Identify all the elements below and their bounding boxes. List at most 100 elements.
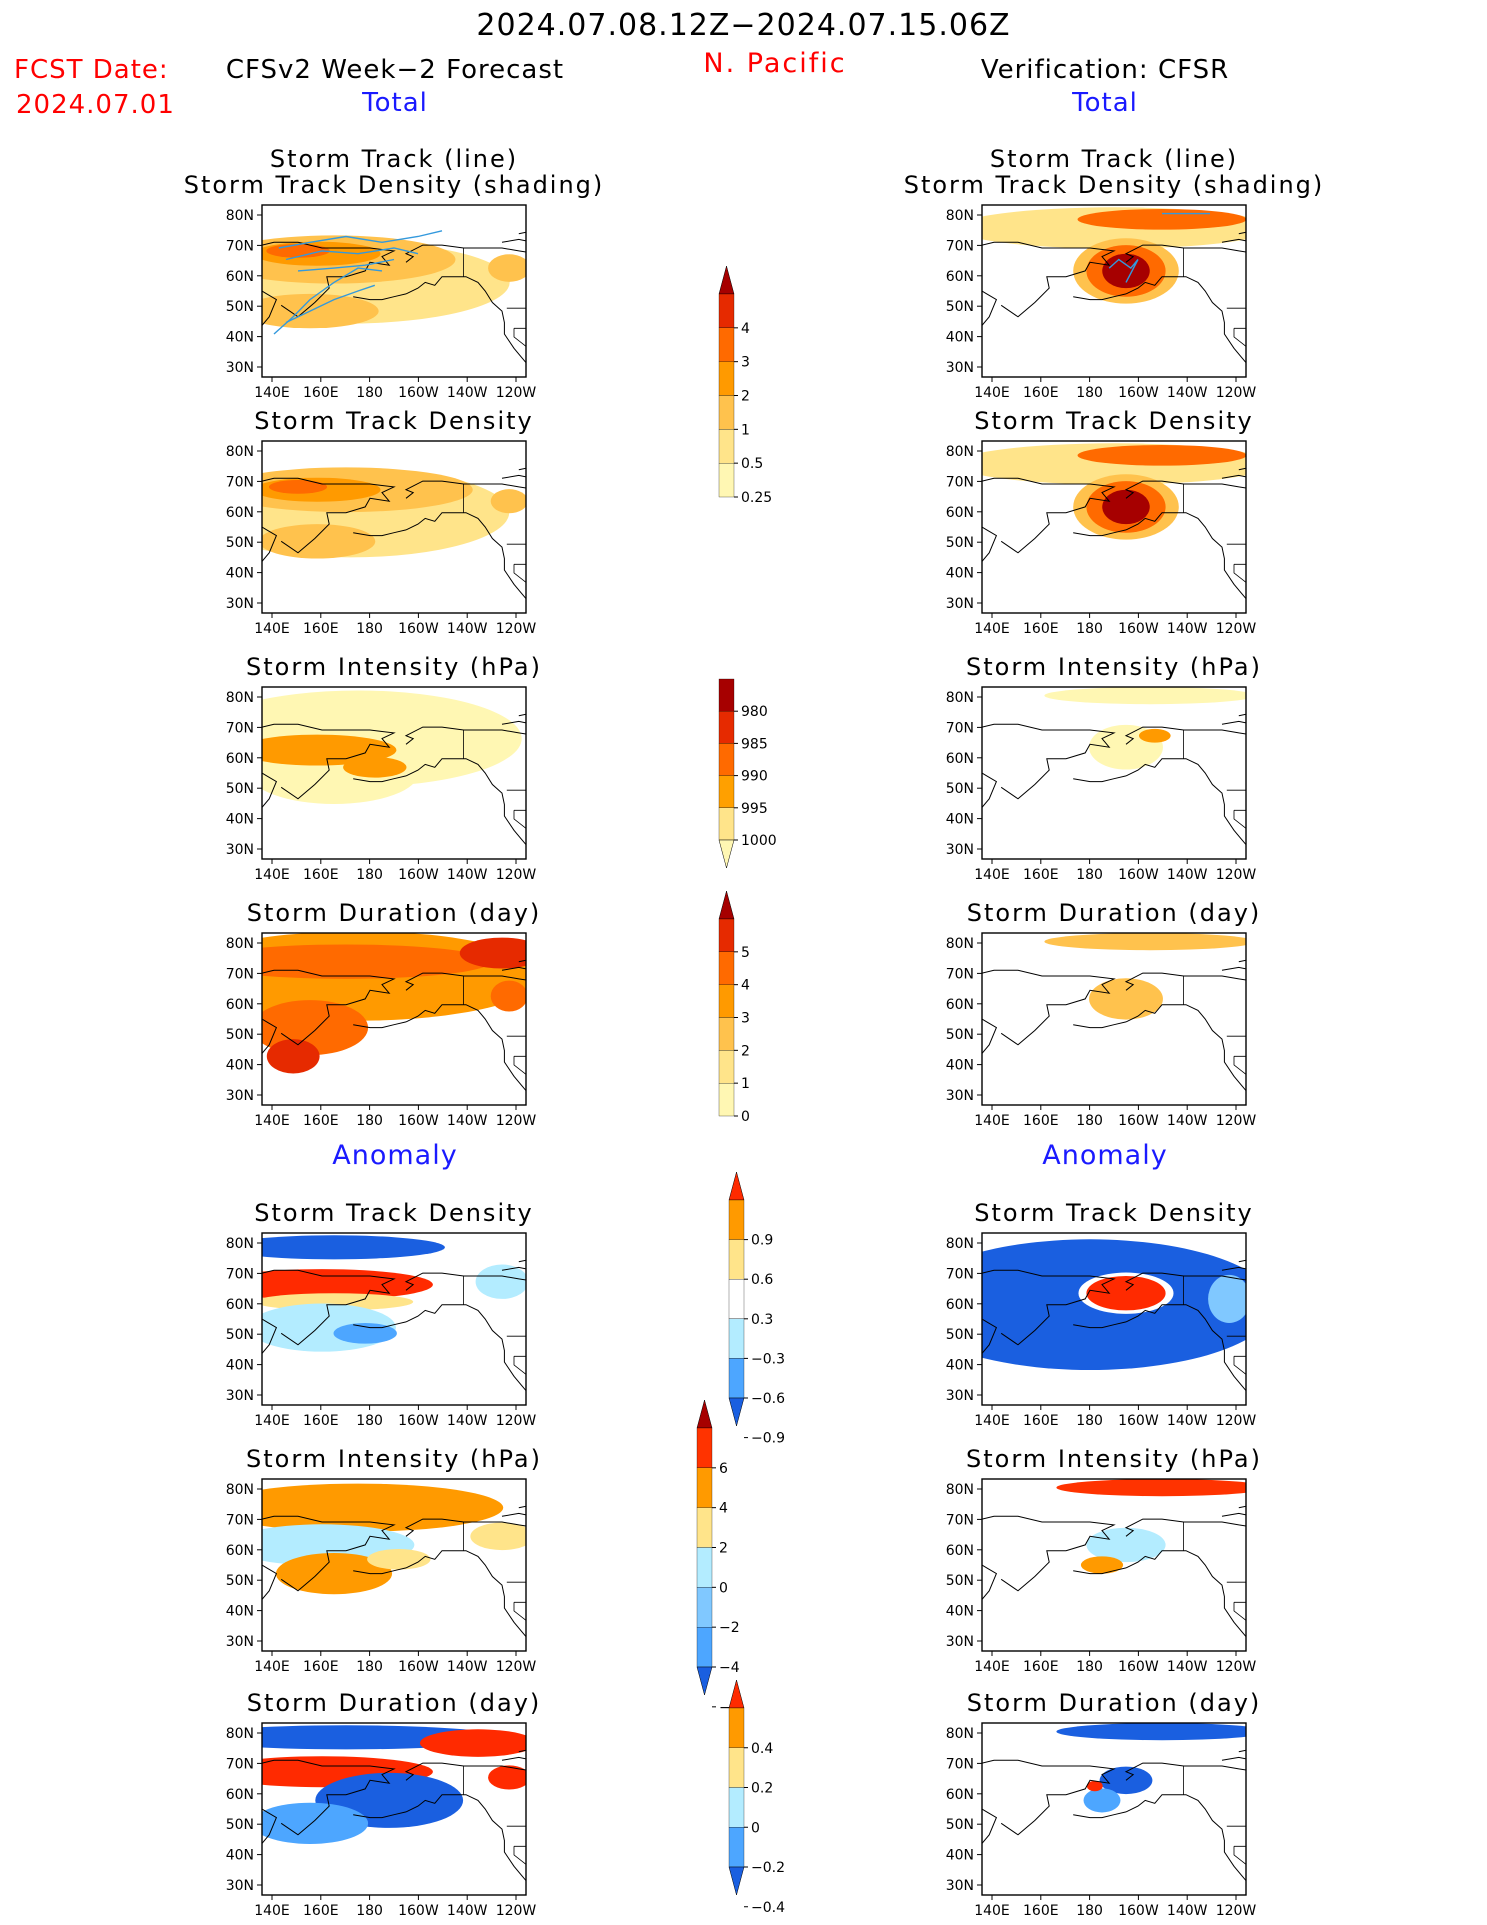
ver-duration-coastline-2	[1073, 1021, 1127, 1029]
ver-intensity-coastline-3	[1124, 726, 1246, 745]
fc-density-anom-lat-tick-2: 60N	[226, 1297, 254, 1313]
ver-density-coastline-7	[1221, 474, 1246, 479]
fc-duration-anom-lat-tick-4: 40N	[226, 1848, 254, 1864]
ver-density-anom-frame	[981, 1232, 1247, 1406]
ver-track-shade-1	[1077, 209, 1246, 230]
ver-density-lat-tick-2: 60N	[946, 505, 974, 521]
fc-track-coastline-7	[501, 238, 526, 243]
ver-density-coastline-0	[982, 477, 1116, 554]
ver-density-anom-shade-3	[1208, 1274, 1246, 1324]
duration_anom-colorbar-swatch-1	[728, 1747, 745, 1788]
ver-duration-anom-coastline-3	[1124, 1762, 1246, 1781]
density_anom-colorbar-top-arrow	[728, 1171, 745, 1201]
duration_anom-colorbar-label-4: −0.4	[751, 1900, 785, 1916]
fc-track-storm-track-0	[278, 230, 443, 249]
ver-track-storm-track-1	[1108, 258, 1139, 283]
ver-density-lon-tick-5: 120W	[1216, 621, 1257, 637]
ver-duration-lon-tick-5: 120W	[1216, 1113, 1257, 1129]
fc-duration-lat-tick-1: 70N	[226, 966, 254, 982]
fc-density-anom-border-2	[514, 1355, 526, 1357]
density_anom-colorbar-label-1: 0.6	[751, 1272, 773, 1288]
ver-intensity-frame	[981, 686, 1247, 860]
duration-colorbar-swatch-5	[718, 1083, 735, 1117]
fc-intensity-anom-lon-tick-2: 180	[356, 1659, 383, 1675]
ver-track-coastline-7	[1221, 238, 1246, 243]
figure-title: 2024.07.08.12Z−2024.07.15.06Z	[476, 8, 1011, 43]
ver-track-coastline-4	[982, 290, 998, 326]
ver-intensity-anom-lat-tick-2: 60N	[946, 1543, 974, 1559]
intensity-colorbar-swatch-2	[718, 743, 735, 776]
duration_anom-colorbar-label-3: −0.2	[751, 1860, 785, 1876]
intensity-colorbar-label-1: 985	[741, 736, 768, 752]
ver-density-anom-border-5	[1233, 1356, 1246, 1375]
ver-duration-anom-frame	[981, 1722, 1247, 1896]
fc-duration-anom-lon-tick-0: 140E	[254, 1903, 290, 1919]
fc-intensity-lon-tick-5: 120W	[496, 867, 537, 883]
duration-colorbar-swatch-0	[718, 918, 735, 952]
ver-intensity-border-5	[1233, 810, 1246, 829]
ver-duration-shade-0	[1044, 933, 1246, 951]
fc-track-lon-tick-4: 140W	[447, 385, 488, 401]
ver-duration-lat-tick-5: 30N	[946, 1088, 974, 1104]
fc-density-coastline-4	[262, 526, 278, 562]
duration_anom-colorbar: 0.4 0.2 0 −0.2 −0.4	[728, 1679, 785, 1916]
intensity-colorbar-label-4: 1000	[741, 833, 777, 849]
ver-intensity-anom-border-5	[1233, 1602, 1246, 1621]
ver-density-anom-title-line-0: Storm Track Density	[974, 1199, 1253, 1227]
ver-density-anom-lat-tick-2: 60N	[946, 1297, 974, 1313]
density-colorbar-label-4: 0.5	[741, 456, 763, 472]
fc-intensity-anom-border-2	[514, 1601, 526, 1603]
duration_anom-colorbar-label-0: 0.4	[751, 1741, 773, 1757]
fc-density-anom-lon-tick-3: 160W	[398, 1413, 439, 1429]
ver-intensity-coastline-4	[982, 772, 998, 808]
ver-duration-coastline-0	[982, 969, 1116, 1046]
fc-duration-anom-lon-tick-2: 180	[356, 1903, 383, 1919]
ver-intensity-anom-frame	[981, 1478, 1247, 1652]
fc-track-lon-tick-3: 160W	[398, 385, 439, 401]
fc-density-anom-lat-tick-0: 80N	[226, 1236, 254, 1252]
fc-duration-anom-coastline-7	[501, 1756, 526, 1761]
intensity_anom-colorbar-swatch-0	[696, 1427, 713, 1468]
ver-density-anom-coastline-1	[1125, 1304, 1246, 1392]
fc-intensity-anom-frame	[261, 1478, 527, 1652]
duration_anom-colorbar-swatch-0	[728, 1707, 745, 1748]
ver-intensity-lat-tick-4: 40N	[946, 812, 974, 828]
fc-density-lon-tick-2: 180	[356, 621, 383, 637]
ver-duration-lat-tick-3: 50N	[946, 1027, 974, 1043]
ver-density-anom-lon-tick-4: 140W	[1167, 1413, 1208, 1429]
ver-track-lat-tick-5: 30N	[946, 360, 974, 376]
fc-intensity-lat-tick-2: 60N	[226, 751, 254, 767]
fc-duration-anom-lon-tick-5: 120W	[496, 1903, 537, 1919]
duration-colorbar-swatch-1	[718, 951, 735, 985]
duration-colorbar-label-5: 0	[741, 1109, 750, 1125]
fc-density-lat-tick-3: 50N	[226, 535, 254, 551]
fc-duration-anom-coastline-0	[262, 1759, 396, 1836]
fc-density-title-line-0: Storm Track Density	[254, 407, 533, 435]
fc-track-lon-tick-1: 160E	[303, 385, 339, 401]
fc-intensity-anom-border-5	[513, 1602, 526, 1621]
density_anom-colorbar-label-3: −0.3	[751, 1351, 785, 1367]
fc-intensity-anom-lat-tick-0: 80N	[226, 1482, 254, 1498]
ver-duration-border-2	[1234, 1055, 1246, 1057]
ver-duration-anom-shade-2	[1083, 1788, 1121, 1813]
duration_anom-colorbar-swatch-3	[728, 1827, 745, 1868]
fc-density-lon-tick-4: 140W	[447, 621, 488, 637]
intensity-colorbar-swatch-1	[718, 711, 735, 744]
ver-intensity-title-line-0: Storm Intensity (hPa)	[966, 653, 1262, 681]
fc-duration-anom-lat-tick-3: 50N	[226, 1817, 254, 1833]
fc-duration-coastline-7	[501, 966, 526, 971]
fc-density-lat-tick-1: 70N	[226, 474, 254, 490]
fc-density-lat-tick-5: 30N	[226, 596, 254, 612]
ver-track-title-line-0: Storm Track (line)	[990, 145, 1238, 173]
density-colorbar-swatch-2	[718, 361, 735, 396]
fc-duration-lat-tick-4: 40N	[226, 1058, 254, 1074]
fc-duration-lon-tick-2: 180	[356, 1113, 383, 1129]
fc-density-anom-shade-0	[262, 1235, 445, 1260]
fc-intensity-anom-lat-tick-5: 30N	[226, 1634, 254, 1650]
ver-track-lon-tick-0: 140E	[974, 385, 1010, 401]
ver-density-lat-tick-4: 40N	[946, 566, 974, 582]
fc-density-anom-shade-5	[475, 1264, 526, 1299]
